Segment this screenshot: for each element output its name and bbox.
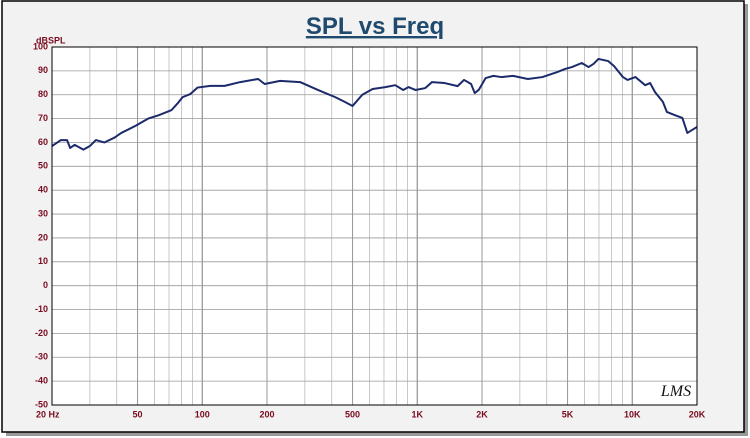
y-tick-label: -10 [35,304,48,314]
data-line [51,57,698,151]
x-tick-label: 10K [624,409,641,419]
y-tick-label: 90 [38,65,48,75]
grid [51,46,698,406]
y-tick-label: 10 [38,256,48,266]
plot-area [52,47,697,405]
x-tick-label: 20K [689,409,706,419]
x-tick-label: 100 [195,409,210,419]
y-tick-label: 20 [38,232,48,242]
y-tick-label: 40 [38,185,48,195]
y-tick-label: 50 [38,161,48,171]
marks [51,57,698,151]
plot-border [51,46,698,406]
chart-title: SPL vs Freq [306,13,444,40]
y-tick-label: 30 [38,208,48,218]
y-tick-label: 70 [38,113,48,123]
y-tick-label: -30 [35,352,48,362]
x-tick-label: 200 [259,409,274,419]
y-tick-label: 100 [33,41,48,51]
y-tick-label: 80 [38,89,48,99]
x-tick-label: 20 Hz [36,409,60,419]
x-tick-label: 500 [345,409,360,419]
y-tick-label: -40 [35,376,48,386]
y-tick-label: -20 [35,328,48,338]
y-tick-label: -50 [35,399,48,409]
x-tick-label: 1K [412,409,424,419]
x-tick-label: 2K [476,409,488,419]
y-tick-label: 0 [43,280,48,290]
y-axis-label: dBSPL [36,35,66,45]
watermark: LMS [660,383,691,400]
x-tick-label: 50 [133,409,143,419]
x-tick-label: 5K [562,409,574,419]
y-tick-label: 60 [38,137,48,147]
